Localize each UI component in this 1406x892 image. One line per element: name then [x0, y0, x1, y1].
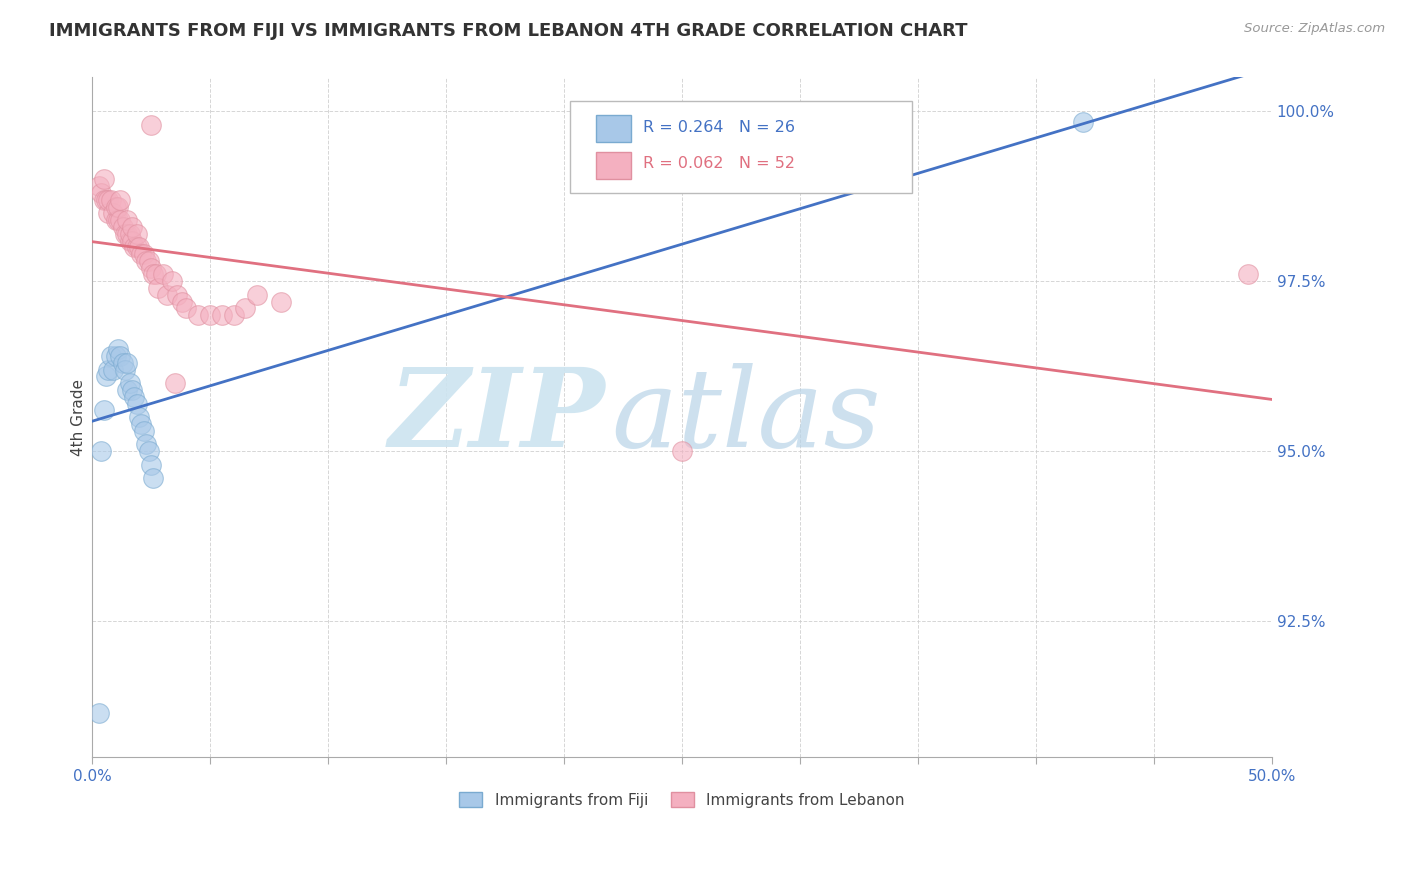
- Point: [107, 200, 129, 214]
- Point: [93, 172, 115, 186]
- Point: [125, 227, 148, 241]
- Point: [104, 213, 127, 227]
- Text: Source: ZipAtlas.com: Source: ZipAtlas.com: [1244, 22, 1385, 36]
- Point: [124, 240, 146, 254]
- Point: [142, 268, 165, 282]
- Point: [118, 227, 141, 241]
- Point: [131, 247, 153, 261]
- Point: [107, 343, 129, 357]
- Point: [110, 193, 132, 207]
- Point: [104, 349, 127, 363]
- Point: [93, 403, 115, 417]
- Point: [101, 206, 124, 220]
- Point: [117, 356, 139, 370]
- Point: [139, 260, 162, 275]
- Point: [97, 362, 120, 376]
- Point: [132, 247, 155, 261]
- Point: [107, 213, 129, 227]
- Point: [1071, 114, 1094, 128]
- Point: [222, 308, 245, 322]
- Point: [100, 193, 122, 207]
- Point: [138, 253, 160, 268]
- FancyBboxPatch shape: [596, 115, 631, 142]
- Point: [145, 268, 167, 282]
- Point: [160, 274, 183, 288]
- Point: [211, 308, 233, 322]
- Point: [176, 301, 198, 316]
- Point: [110, 349, 132, 363]
- Point: [94, 193, 117, 207]
- Point: [132, 424, 155, 438]
- Point: [118, 376, 141, 391]
- Point: [246, 288, 269, 302]
- Point: [117, 227, 139, 241]
- Point: [121, 234, 143, 248]
- Point: [97, 206, 120, 220]
- Point: [128, 240, 150, 254]
- Text: R = 0.264   N = 26: R = 0.264 N = 26: [643, 120, 794, 135]
- Point: [135, 437, 157, 451]
- Y-axis label: 4th Grade: 4th Grade: [72, 379, 86, 456]
- Point: [117, 213, 139, 227]
- Point: [101, 362, 124, 376]
- Point: [110, 213, 132, 227]
- Point: [166, 288, 188, 302]
- Point: [139, 458, 162, 472]
- Point: [114, 362, 136, 376]
- Point: [121, 219, 143, 234]
- Point: [146, 281, 169, 295]
- Text: atlas: atlas: [612, 363, 880, 471]
- Point: [138, 444, 160, 458]
- Point: [111, 356, 134, 370]
- Point: [142, 471, 165, 485]
- Text: R = 0.062   N = 52: R = 0.062 N = 52: [643, 156, 794, 171]
- Point: [117, 383, 139, 397]
- Point: [198, 308, 221, 322]
- Point: [94, 369, 117, 384]
- Point: [125, 240, 148, 254]
- Point: [114, 227, 136, 241]
- Point: [97, 193, 120, 207]
- Point: [139, 118, 162, 132]
- Point: [87, 179, 110, 194]
- Point: [111, 219, 134, 234]
- Point: [128, 410, 150, 425]
- FancyBboxPatch shape: [569, 101, 912, 193]
- Point: [131, 417, 153, 431]
- Point: [104, 200, 127, 214]
- Point: [121, 383, 143, 397]
- Point: [124, 390, 146, 404]
- Point: [93, 193, 115, 207]
- Point: [233, 301, 256, 316]
- Point: [156, 288, 179, 302]
- Point: [125, 396, 148, 410]
- Point: [87, 706, 110, 720]
- Legend: Immigrants from Fiji, Immigrants from Lebanon: Immigrants from Fiji, Immigrants from Le…: [453, 786, 911, 814]
- Point: [163, 376, 186, 391]
- Point: [90, 444, 112, 458]
- FancyBboxPatch shape: [596, 152, 631, 178]
- Text: ZIP: ZIP: [388, 363, 605, 471]
- Text: IMMIGRANTS FROM FIJI VS IMMIGRANTS FROM LEBANON 4TH GRADE CORRELATION CHART: IMMIGRANTS FROM FIJI VS IMMIGRANTS FROM …: [49, 22, 967, 40]
- Point: [170, 294, 193, 309]
- Point: [270, 294, 292, 309]
- Point: [152, 268, 174, 282]
- Point: [1237, 268, 1260, 282]
- Point: [100, 349, 122, 363]
- Point: [671, 444, 693, 458]
- Point: [90, 186, 112, 200]
- Point: [118, 234, 141, 248]
- Point: [135, 253, 157, 268]
- Point: [187, 308, 209, 322]
